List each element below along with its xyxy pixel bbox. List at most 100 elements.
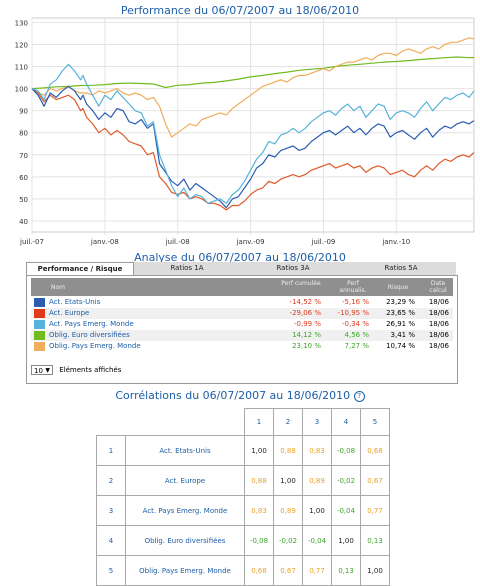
correlation-cell: 0,77 (360, 495, 390, 526)
column-header-1: 1 (244, 408, 274, 436)
row-name[interactable]: Act. Pays Emerg. Monde (49, 320, 134, 328)
page-size-value: 10 (34, 367, 43, 375)
correlation-cell: -0,08 (331, 435, 361, 466)
corner-cell (126, 409, 245, 436)
table-row[interactable]: Oblig. Pays Emerg. Monde 23,10 % 7,27 % … (31, 341, 453, 352)
row-index: 5 (96, 555, 126, 586)
correlation-cell: 0,68 (360, 435, 390, 466)
y-tick-label: 60 (19, 174, 28, 182)
table-row[interactable]: Act. Pays Emerg. Monde -0,99 % -0,34 % 2… (31, 319, 453, 330)
correlation-cell: 1,00 (273, 465, 303, 496)
correlation-cell: 1,00 (302, 495, 332, 526)
column-header-perf-cumulee[interactable]: Perf cumulée (281, 280, 321, 287)
row-index: 4 (96, 525, 126, 556)
correlation-cell: -0,08 (244, 525, 274, 556)
performance-line-chart: 40 50 60 70 80 90 100 110 120 130 juil.-07 janv.-0… (15, 17, 475, 246)
row-name[interactable]: Act. Etats-Unis (49, 298, 101, 306)
x-tick-label: juil.-08 (165, 238, 190, 246)
correlation-cell: 0,89 (302, 465, 332, 496)
corner-cell (97, 409, 126, 436)
page-size-control: 10 ▼ Eléments affichés (31, 364, 121, 376)
tab-ratios-3a[interactable]: Ratios 3A (276, 264, 310, 272)
row-name: Oblig. Euro diversifiées (125, 525, 245, 556)
x-tick-label: juil.-07 (19, 238, 44, 246)
series-color-swatch (34, 342, 45, 351)
correlation-cell: 0,88 (244, 465, 274, 496)
correlation-cell: 0,67 (273, 555, 303, 586)
y-tick-label: 90 (19, 108, 28, 116)
y-axis-labels: 40 50 60 70 80 90 100 110 120 130 (15, 19, 28, 226)
row-date: 18/06 (428, 331, 449, 339)
row-perf-annualisee: -0,34 % (342, 320, 369, 328)
column-header-3: 3 (302, 408, 332, 436)
row-name[interactable]: Oblig. Euro diversifiées (49, 331, 130, 339)
row-perf-annualisee: -5,16 % (342, 298, 369, 306)
correlation-cell: -0,04 (302, 525, 332, 556)
series-color-swatch (34, 309, 45, 318)
x-axis-labels: juil.-07 janv.-08 juil.-08 janv.-09 juil.-09… (19, 238, 410, 246)
x-tick-label: janv.-09 (236, 238, 265, 246)
y-tick-label: 130 (15, 19, 28, 27)
row-date: 18/06 (428, 342, 449, 350)
y-tick-label: 120 (15, 41, 28, 49)
row-risque: 23,29 % (386, 298, 415, 306)
performance-chart-title: Performance du 06/07/2007 au 18/06/2010 (120, 4, 360, 17)
correlation-cell: 0,83 (244, 495, 274, 526)
series-line (31, 88, 475, 211)
x-tick-label: juil.-09 (310, 238, 335, 246)
correlation-cell: 0,13 (360, 525, 390, 556)
info-icon[interactable]: ? (353, 391, 365, 402)
page-size-label: Eléments affichés (59, 366, 122, 374)
column-header-2: 2 (273, 408, 303, 436)
row-risque: 3,41 % (390, 331, 415, 339)
row-index: 3 (96, 495, 126, 526)
table-row[interactable]: Oblig. Euro diversifiées 14,12 % 4,56 % … (31, 330, 453, 341)
series-line (31, 63, 475, 204)
row-risque: 26,91 % (386, 320, 415, 328)
tab-ratios-5a[interactable]: Ratios 5A (384, 264, 418, 272)
chart-series (31, 37, 475, 211)
column-header-5: 5 (360, 408, 390, 436)
correlation-cell: 0,77 (302, 555, 332, 586)
table-row[interactable]: Act. Europe -29,06 % -10,95 % 23,65 % 18… (31, 308, 453, 319)
tab-ratios-1a[interactable]: Ratios 1A (170, 264, 204, 272)
column-header-4: 4 (331, 408, 361, 436)
x-tick-label: janv.-10 (381, 238, 410, 246)
column-header-perf-annualisee[interactable]: Perf annualis. (339, 280, 367, 294)
dropdown-arrow-icon: ▼ (45, 367, 50, 374)
correlation-cell: 0,67 (360, 465, 390, 496)
row-name: Oblig. Pays Emerg. Monde (125, 555, 245, 586)
row-date: 18/06 (428, 309, 449, 317)
column-header-nom[interactable]: Nom (51, 284, 66, 291)
row-perf-cumulee: -29,06 % (289, 309, 321, 317)
correlation-cell: 1,00 (331, 525, 361, 556)
row-date: 18/06 (428, 320, 449, 328)
page-size-select[interactable]: 10 ▼ (31, 365, 53, 375)
correlation-matrix: 1 2 3 4 5 1 Act. Etats-Unis 1,00 0,88 0,… (96, 408, 390, 586)
row-name[interactable]: Oblig. Pays Emerg. Monde (49, 342, 141, 350)
correlation-title-line: Corrélations du 06/07/2007 au 18/06/2010… (0, 389, 480, 402)
row-perf-cumulee: 14,12 % (292, 331, 321, 339)
row-index: 2 (96, 465, 126, 496)
correlation-cell: 1,00 (244, 435, 274, 466)
correlation-cell: -0,02 (273, 525, 303, 556)
correlation-cell: 0,13 (331, 555, 361, 586)
row-name: Act. Etats-Unis (125, 435, 245, 466)
plot-area (31, 17, 475, 233)
row-perf-annualisee: -10,95 % (337, 309, 369, 317)
table-row[interactable]: Act. Etats-Unis -14,52 % -5,16 % 23,29 %… (31, 297, 453, 308)
row-risque: 10,74 % (386, 342, 415, 350)
column-header-date-calcul[interactable]: Date calcul (429, 280, 447, 294)
correlation-cell: -0,02 (331, 465, 361, 496)
tab-performance-risque[interactable]: Performance / Risque (26, 262, 134, 275)
row-perf-cumulee: -14,52 % (289, 298, 321, 306)
row-date: 18/06 (428, 298, 449, 306)
correlation-cell: 1,00 (360, 555, 390, 586)
y-tick-label: 80 (19, 130, 28, 138)
row-perf-cumulee: -0,99 % (294, 320, 321, 328)
column-header-risque[interactable]: Risque (387, 284, 409, 291)
row-name[interactable]: Act. Europe (49, 309, 90, 317)
correlation-cell: 0,88 (273, 435, 303, 466)
correlation-cell: -0,04 (331, 495, 361, 526)
row-perf-annualisee: 4,56 % (344, 331, 369, 339)
